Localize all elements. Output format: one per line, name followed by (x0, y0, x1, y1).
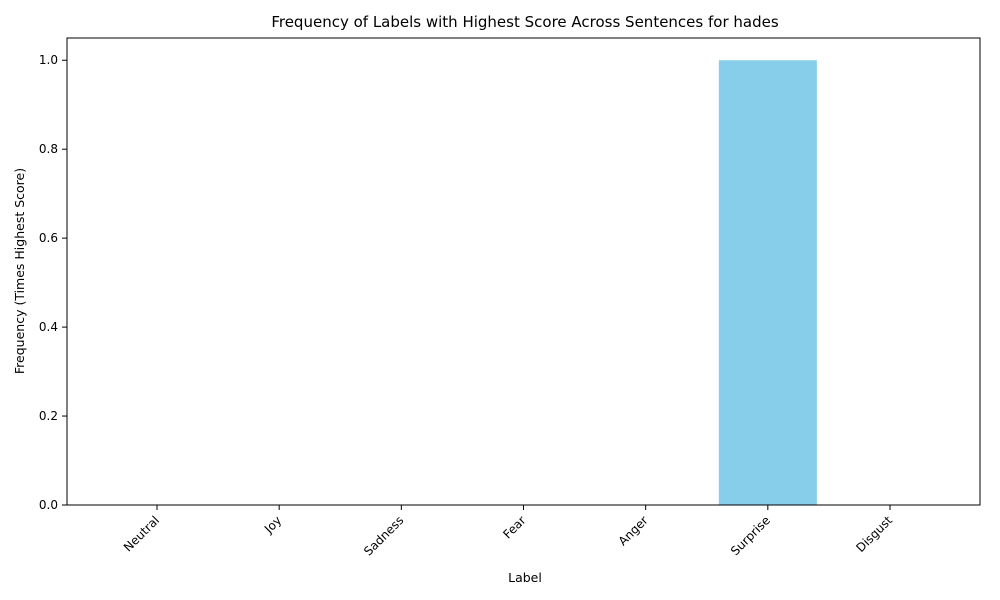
y-tick-label: 1.0 (39, 53, 58, 67)
y-tick-label: 0.8 (39, 142, 58, 156)
y-tick-label: 0.6 (39, 231, 58, 245)
y-tick-label: 0.4 (39, 320, 58, 334)
chart-title: Frequency of Labels with Highest Score A… (271, 13, 779, 31)
y-axis: 0.0 0.2 0.4 0.6 0.8 1.0 (39, 53, 67, 512)
y-axis-label: Frequency (Times Highest Score) (12, 168, 27, 374)
plot-area (718, 60, 817, 505)
x-axis-label: Label (508, 570, 542, 585)
y-tick-label: 0.0 (39, 498, 58, 512)
plot-frame (66, 37, 981, 506)
bar-surprise (718, 60, 817, 505)
y-tick-label: 0.2 (39, 409, 58, 423)
